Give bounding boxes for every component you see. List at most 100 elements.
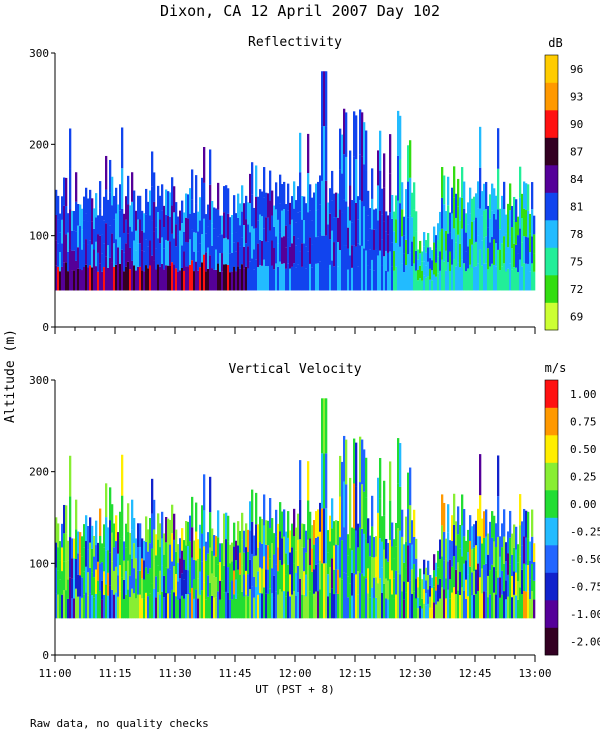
heatmap-cell bbox=[519, 166, 522, 198]
heatmap-cell bbox=[105, 517, 108, 551]
heatmap-cell bbox=[437, 567, 440, 585]
heatmap-cell bbox=[191, 557, 194, 588]
heatmap-cell bbox=[363, 533, 366, 577]
heatmap-cell bbox=[315, 263, 318, 291]
heatmap-cell bbox=[153, 559, 156, 589]
heatmap-cell bbox=[369, 228, 372, 250]
heatmap-cell bbox=[373, 209, 376, 230]
heatmap-cell bbox=[185, 569, 188, 594]
heatmap-cell bbox=[103, 594, 106, 619]
heatmap-cell bbox=[281, 538, 284, 565]
heatmap-cell bbox=[295, 572, 298, 596]
heatmap-cell bbox=[387, 215, 390, 235]
heatmap-cell bbox=[435, 590, 438, 605]
heatmap-cell bbox=[133, 593, 136, 619]
heatmap-cell bbox=[93, 597, 96, 619]
heatmap-cell bbox=[271, 593, 274, 619]
y-tick-label: 200 bbox=[29, 466, 49, 479]
heatmap-cell bbox=[389, 251, 392, 291]
heatmap-cell bbox=[87, 572, 90, 596]
heatmap-cell bbox=[137, 594, 140, 619]
heatmap-cell bbox=[301, 547, 304, 571]
heatmap-cell bbox=[497, 249, 500, 291]
heatmap-cell bbox=[301, 219, 304, 244]
heatmap-cell bbox=[237, 545, 240, 570]
heatmap-cell bbox=[217, 182, 220, 210]
heatmap-cell bbox=[159, 570, 162, 595]
heatmap-cell bbox=[357, 594, 360, 619]
heatmap-cell bbox=[117, 226, 120, 248]
heatmap-cell bbox=[89, 517, 92, 543]
heatmap-cell bbox=[181, 200, 184, 224]
heatmap-cell bbox=[471, 221, 474, 245]
heatmap-cell bbox=[333, 545, 336, 570]
heatmap-cell bbox=[381, 541, 384, 568]
heatmap-cell bbox=[115, 541, 118, 567]
heatmap-cell bbox=[119, 591, 122, 619]
heatmap-cell bbox=[413, 209, 416, 237]
heatmap-cell bbox=[509, 564, 512, 592]
heatmap-cell bbox=[251, 521, 254, 554]
heatmap-cell bbox=[455, 242, 458, 267]
heatmap-cell bbox=[109, 552, 112, 586]
heatmap-cell bbox=[117, 204, 120, 226]
heatmap-cell bbox=[167, 568, 170, 594]
heatmap-cell bbox=[249, 173, 252, 204]
heatmap-cell bbox=[411, 217, 414, 242]
heatmap-cell bbox=[413, 536, 416, 565]
heatmap-cell bbox=[249, 530, 252, 560]
heatmap-cell bbox=[357, 571, 360, 595]
heatmap-cell bbox=[79, 575, 82, 597]
heatmap-cell bbox=[501, 195, 504, 220]
heatmap-cell bbox=[449, 579, 452, 599]
heatmap-cell bbox=[287, 263, 290, 291]
heatmap-cell bbox=[163, 205, 166, 228]
heatmap-cell bbox=[183, 212, 186, 232]
heatmap-cell bbox=[221, 215, 224, 235]
heatmap-cell bbox=[101, 580, 104, 600]
heatmap-cell bbox=[207, 596, 210, 619]
heatmap-cell bbox=[79, 226, 82, 248]
heatmap-cell bbox=[401, 536, 404, 565]
heatmap-cell bbox=[419, 278, 422, 291]
heatmap-cell bbox=[153, 201, 156, 232]
heatmap-cell bbox=[67, 540, 70, 561]
heatmap-cell bbox=[437, 223, 440, 241]
heatmap-cell bbox=[351, 550, 354, 573]
heatmap-cell bbox=[377, 548, 380, 584]
heatmap-cell bbox=[123, 599, 126, 619]
heatmap-cell bbox=[109, 487, 112, 521]
heatmap-cell bbox=[501, 219, 504, 244]
heatmap-cell bbox=[285, 204, 288, 226]
heatmap-cell bbox=[325, 126, 328, 181]
heatmap-cell bbox=[127, 560, 130, 590]
heatmap-cell bbox=[473, 267, 476, 291]
heatmap-cell bbox=[391, 570, 394, 595]
heatmap-cell bbox=[335, 192, 338, 218]
heatmap-cell bbox=[101, 253, 104, 272]
heatmap-cell bbox=[275, 236, 278, 264]
heatmap-cell bbox=[309, 237, 312, 264]
heatmap-cell bbox=[343, 481, 346, 528]
heatmap-cell bbox=[383, 256, 386, 291]
heatmap-cell bbox=[459, 267, 462, 291]
heatmap-cell bbox=[57, 195, 60, 220]
heatmap-cell bbox=[311, 244, 314, 268]
heatmap-cell bbox=[111, 205, 114, 234]
heatmap-cell bbox=[239, 246, 242, 269]
heatmap-cell bbox=[69, 455, 72, 497]
heatmap-cell bbox=[249, 559, 252, 590]
heatmap-cell bbox=[195, 589, 198, 619]
heatmap-cell bbox=[149, 240, 152, 266]
heatmap-cell bbox=[57, 523, 60, 548]
heatmap-cell bbox=[205, 541, 208, 561]
heatmap-cell bbox=[507, 553, 510, 575]
heatmap-cell bbox=[363, 576, 366, 619]
heatmap-cell bbox=[459, 595, 462, 619]
heatmap-cell bbox=[235, 579, 238, 599]
heatmap-cell bbox=[211, 223, 214, 246]
heatmap-cell bbox=[369, 556, 372, 577]
heatmap-cell bbox=[485, 563, 488, 592]
heatmap-cell bbox=[405, 265, 408, 291]
heatmap-cell bbox=[93, 249, 96, 270]
